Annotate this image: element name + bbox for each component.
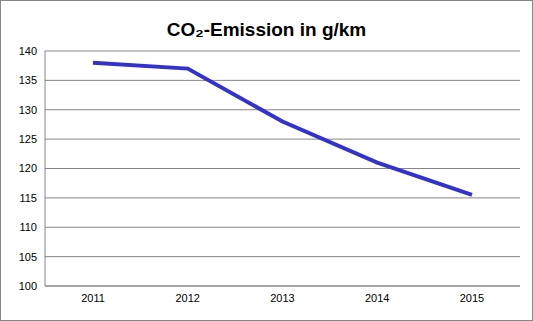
svg-text:2012: 2012	[176, 292, 200, 304]
svg-text:2014: 2014	[365, 292, 389, 304]
svg-text:115: 115	[19, 192, 37, 204]
html-text:CO₂-Emission in g/km: CO₂-Emission in g/km	[166, 19, 367, 40]
svg-text:135: 135	[19, 74, 37, 86]
svg-text:130: 130	[19, 104, 37, 116]
svg-text:2011: 2011	[81, 292, 105, 304]
svg-text:2013: 2013	[270, 292, 294, 304]
svg-text:125: 125	[19, 133, 37, 145]
svg-text:140: 140	[19, 45, 37, 57]
svg-text:105: 105	[19, 251, 37, 263]
svg-text:120: 120	[19, 162, 37, 174]
svg-text:2015: 2015	[460, 292, 484, 304]
svg-text:110: 110	[19, 221, 37, 233]
svg-text:100: 100	[19, 280, 37, 292]
